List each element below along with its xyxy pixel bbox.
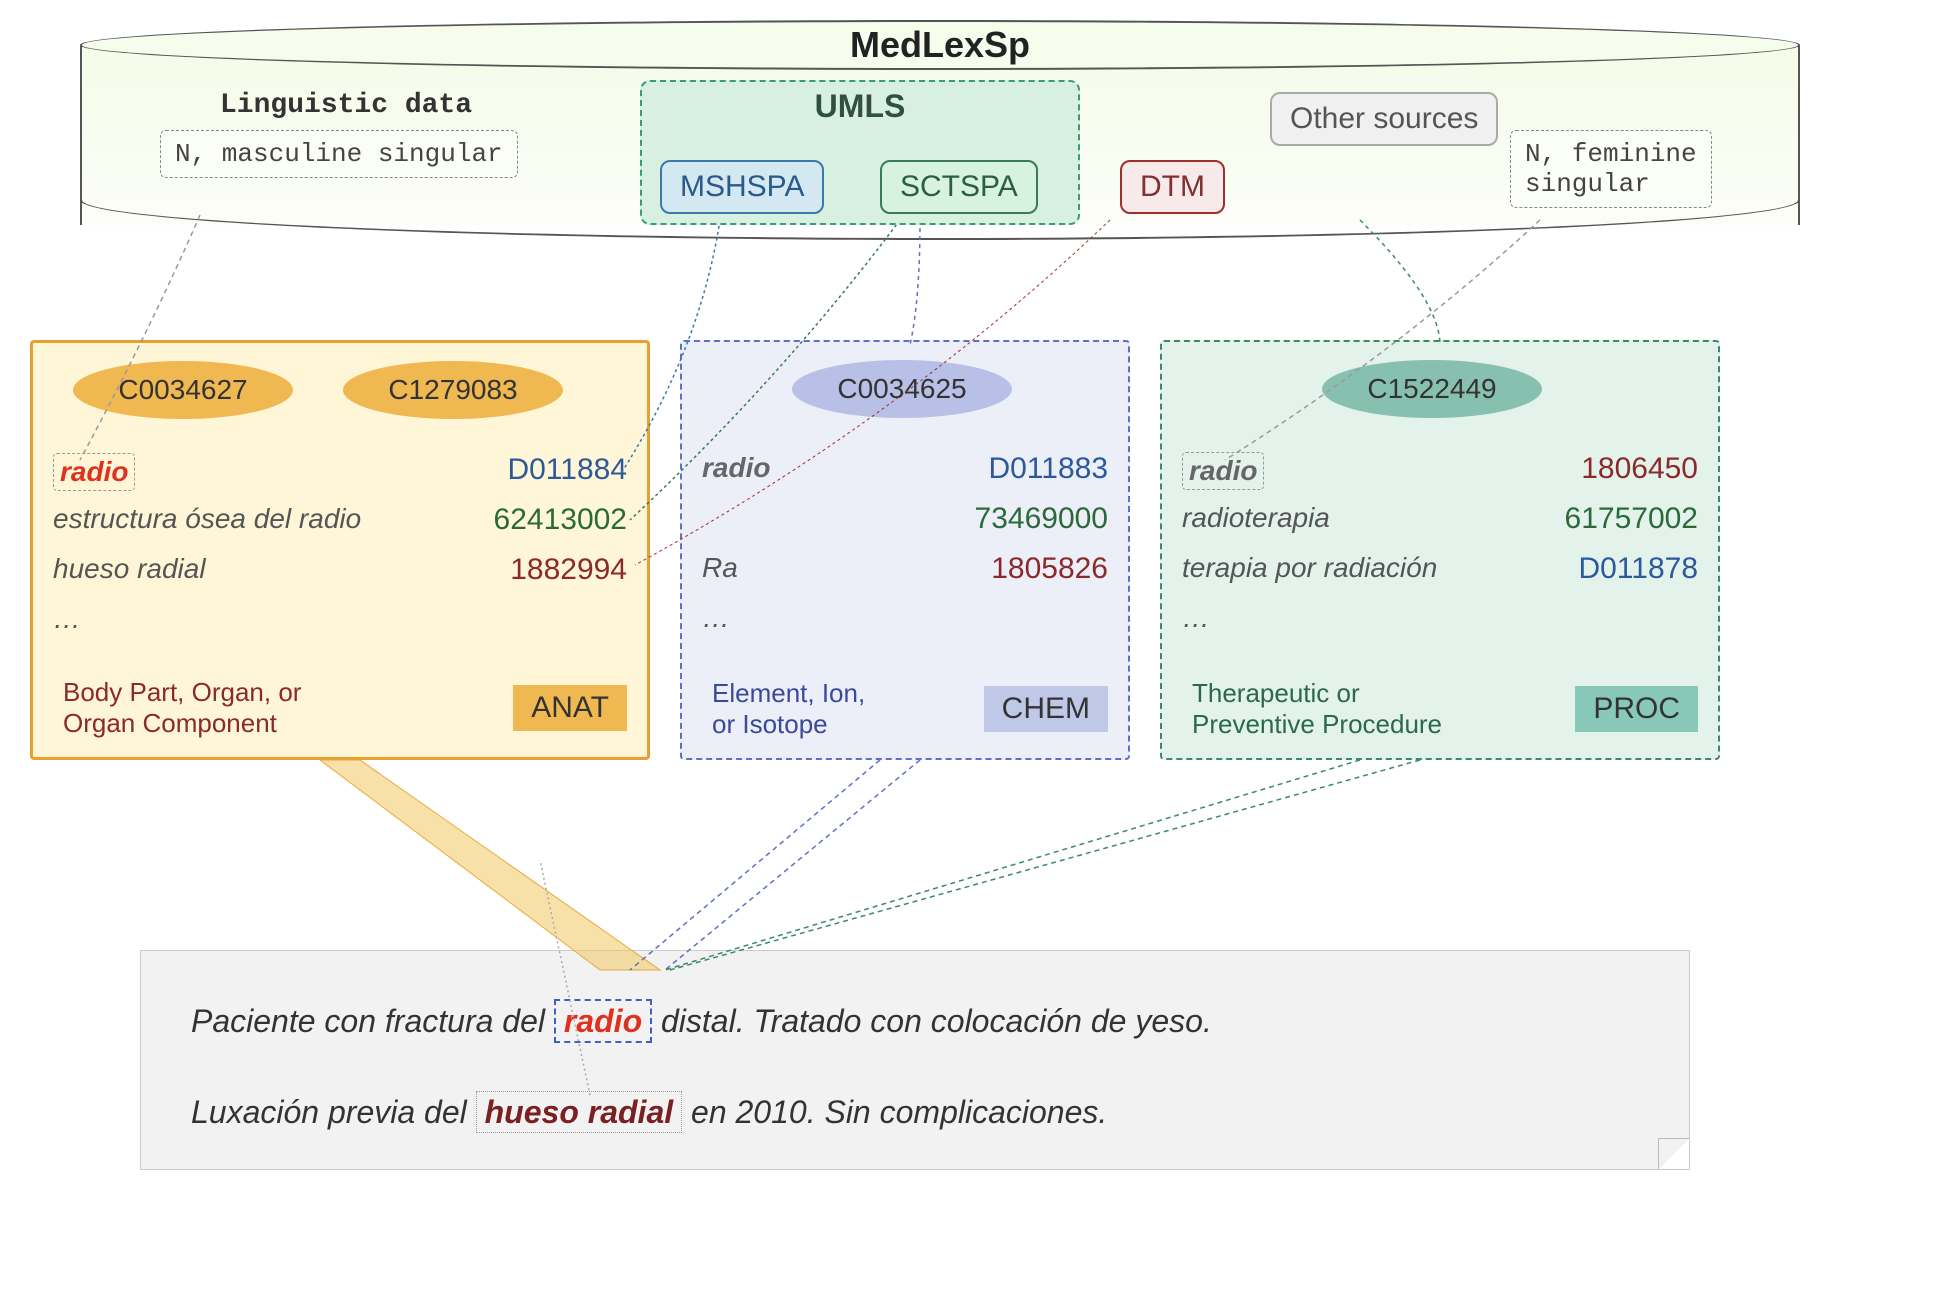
panel-proc: C1522449 radio 1806450 radioterapia 6175… <box>1160 340 1720 760</box>
chem-row-2: Ra 1805826 <box>702 552 1108 586</box>
source-other: Other sources <box>1270 92 1498 146</box>
chem-row-1: 73469000 <box>702 502 1108 536</box>
umls-title: UMLS <box>642 88 1078 125</box>
panel-anat: C0034627 C1279083 radio D011884 estructu… <box>30 340 650 760</box>
chem-semtype: Element, Ion, or Isotope <box>712 678 865 740</box>
anat-term-3: … <box>53 603 81 635</box>
anat-tag: ANAT <box>513 685 627 731</box>
sentence-1-post: distal. Tratado con colocación de yeso. <box>652 1003 1212 1039</box>
panel-chem: C0034625 radio D011883 73469000 Ra 18058… <box>680 340 1130 760</box>
linguistic-right-box: N, feminine singular <box>1510 130 1712 208</box>
linguistic-data-label: Linguistic data <box>220 90 472 121</box>
proc-code-1: 61757002 <box>1565 502 1698 536</box>
source-sctspa: SCTSPA <box>880 160 1038 214</box>
title: MedLexSp <box>80 24 1800 66</box>
sentence-line-1: Paciente con fractura del radio distal. … <box>191 991 1639 1052</box>
cui-chem-1: C0034625 <box>792 360 1012 418</box>
medlexsp-cylinder: MedLexSp Linguistic data N, masculine si… <box>80 20 1800 240</box>
cui-anat-2: C1279083 <box>343 361 563 419</box>
sentence-2-pre: Luxación previa del <box>191 1094 476 1130</box>
proc-semtype: Therapeutic or Preventive Procedure <box>1192 678 1442 740</box>
sentence-word-radio: radio <box>554 999 652 1043</box>
anat-row-2: hueso radial 1882994 <box>53 553 627 587</box>
chem-code-0: D011883 <box>988 452 1108 486</box>
proc-semtype-row: Therapeutic or Preventive Procedure PROC <box>1192 678 1698 740</box>
sentence-line-2: Luxación previa del hueso radial en 2010… <box>191 1082 1639 1143</box>
proc-term-2: terapia por radiación <box>1182 552 1437 586</box>
anat-term-0: radio <box>53 453 135 491</box>
anat-row-3: … <box>53 603 627 635</box>
chem-semtype-row: Element, Ion, or Isotope CHEM <box>712 678 1108 740</box>
chem-row-0: radio D011883 <box>702 452 1108 486</box>
chem-term-3: … <box>702 602 730 634</box>
chem-code-2: 1805826 <box>991 552 1108 586</box>
proc-term-0: radio <box>1182 452 1264 490</box>
sentence-1-pre: Paciente con fractura del <box>191 1003 554 1039</box>
anat-term-2: hueso radial <box>53 553 206 587</box>
chem-code-1: 73469000 <box>975 502 1108 536</box>
proc-row-2: terapia por radiación D011878 <box>1182 552 1698 586</box>
source-mshspa: MSHSPA <box>660 160 824 214</box>
anat-term-1: estructura ósea del radio <box>53 503 361 537</box>
anat-row-1: estructura ósea del radio 62413002 <box>53 503 627 537</box>
linguistic-left-box: N, masculine singular <box>160 130 518 178</box>
proc-code-0: 1806450 <box>1581 452 1698 490</box>
cui-proc-1: C1522449 <box>1322 360 1542 418</box>
proc-row-3: … <box>1182 602 1698 634</box>
proc-term-1: radioterapia <box>1182 502 1330 536</box>
proc-code-2: D011878 <box>1578 552 1698 586</box>
anat-semtype: Body Part, Organ, or Organ Component <box>63 677 301 739</box>
chem-row-3: … <box>702 602 1108 634</box>
sentence-word-hueso: hueso radial <box>476 1091 683 1133</box>
page-fold-icon <box>1659 1139 1689 1169</box>
proc-row-0: radio 1806450 <box>1182 452 1698 490</box>
proc-tag: PROC <box>1575 686 1698 732</box>
anat-semtype-row: Body Part, Organ, or Organ Component ANA… <box>63 677 627 739</box>
anat-code-1: 62413002 <box>494 503 627 537</box>
sentence-box: Paciente con fractura del radio distal. … <box>140 950 1690 1170</box>
chem-tag: CHEM <box>984 686 1108 732</box>
anat-code-2: 1882994 <box>510 553 627 587</box>
sentence-2-post: en 2010. Sin complicaciones. <box>682 1094 1107 1130</box>
proc-term-3: … <box>1182 602 1210 634</box>
cui-anat-1: C0034627 <box>73 361 293 419</box>
anat-code-0: D011884 <box>507 453 627 491</box>
proc-row-1: radioterapia 61757002 <box>1182 502 1698 536</box>
source-dtm: DTM <box>1120 160 1225 214</box>
chem-term-2: Ra <box>702 552 738 586</box>
chem-term-0: radio <box>702 452 770 486</box>
anat-row-0: radio D011884 <box>53 453 627 491</box>
